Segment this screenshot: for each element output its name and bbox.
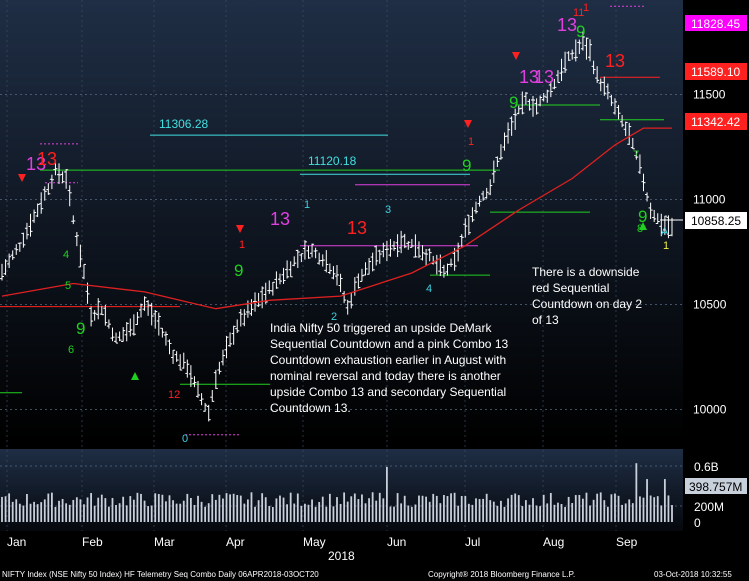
moving-average-line: [1, 127, 672, 310]
count-label: 13: [605, 51, 625, 71]
price-label-11828: 11828.45: [691, 17, 740, 31]
count-label: 9: [509, 93, 518, 112]
demark-count-labels: 131313131313131399999981111234456701112A…: [18, 2, 669, 445]
signal-arrow-icon: [18, 174, 26, 182]
volume-tick-06b: 0.6B: [694, 460, 719, 474]
volume-tick-0: 0: [694, 516, 701, 530]
count-label: 0: [182, 433, 188, 445]
count-label: 1: [304, 199, 310, 211]
price-panel-background: [0, 0, 683, 441]
count-label: 11: [573, 7, 584, 19]
price-label-box-4: [685, 212, 747, 229]
count-label: 9: [234, 261, 243, 280]
price-bars: [0, 32, 674, 422]
x-tick-label: May: [303, 535, 326, 549]
count-label: 4: [63, 249, 69, 261]
price-label-11589: 11589.10: [691, 65, 740, 79]
count-label: 1: [468, 136, 474, 148]
price-label-11342: 11342.42: [691, 115, 740, 129]
count-label: 13: [534, 67, 554, 87]
count-label: 13: [270, 209, 290, 229]
count-label: 6: [68, 344, 74, 356]
volume-bars: [1, 463, 673, 522]
y-tick-label: 11500: [693, 88, 726, 102]
gridlines: [0, 0, 683, 531]
count-label: 5: [65, 280, 71, 292]
count-label: 1: [239, 239, 245, 251]
x-axis-year-label: 2018: [328, 549, 355, 563]
volume-tick-200m: 200M: [694, 500, 724, 514]
count-label: 3: [385, 204, 391, 216]
y-tick-label: 10000: [693, 403, 727, 417]
count-label: 13: [557, 15, 577, 35]
count-label: 9: [638, 207, 647, 226]
x-tick-label: Feb: [82, 535, 103, 549]
signal-arrow-icon: [639, 222, 647, 230]
right-axis-background: [683, 0, 749, 531]
footer-center: Copyright® 2018 Bloomberg Finance L.P.: [428, 570, 575, 579]
count-label: 9: [76, 319, 85, 338]
footer-left: NIFTY Index (NSE Nifty 50 Index) HF Tele…: [2, 570, 319, 579]
signal-arrow-icon: [512, 52, 520, 60]
x-tick-label: Jul: [465, 535, 480, 549]
price-label-box-2: [685, 63, 747, 80]
count-label: 9: [576, 22, 585, 41]
count-label: 1: [583, 2, 589, 14]
volume-gridlines: [0, 465, 683, 507]
count-label: 9: [462, 156, 471, 175]
count-label: 13: [347, 218, 367, 238]
volume-current-label: 398.757M: [689, 480, 742, 494]
count-label: 13: [37, 149, 57, 169]
price-label-box-1: [685, 15, 747, 31]
count-label: 13: [26, 154, 46, 174]
price-label-box-3: [685, 113, 747, 130]
signal-arrow-icon: [236, 225, 244, 233]
x-tick-label: Jun: [387, 535, 406, 549]
count-label: 12: [168, 389, 180, 401]
x-tick-label: Mar: [154, 535, 175, 549]
level-lines: [0, 5, 664, 436]
count-label: 1: [663, 240, 669, 252]
signal-arrow-icon: [131, 372, 139, 380]
x-tick-label: Jan: [7, 535, 26, 549]
count-label: 4: [426, 283, 432, 295]
count-label: 7: [633, 149, 639, 161]
count-label: 13: [519, 67, 539, 87]
y-tick-label: 10500: [693, 298, 727, 312]
annotation-left: India Nifty 50 triggered an upside DeMar…: [270, 321, 512, 415]
count-label: 2: [331, 311, 337, 323]
x-tick-label: Apr: [226, 535, 245, 549]
price-label-10858: 10858.25: [691, 214, 741, 228]
annotation-right: There is a downside red Sequential Count…: [532, 265, 645, 327]
level-label-11120: 11120.18: [308, 154, 357, 168]
x-tick-label: Aug: [543, 535, 564, 549]
y-tick-label: 11000: [693, 193, 726, 207]
x-tick-label: Sep: [616, 535, 638, 549]
level-label-11306: 11306.28: [159, 117, 208, 131]
count-label: A: [661, 226, 669, 238]
signal-arrow-icon: [464, 120, 472, 128]
volume-current-box: [685, 478, 747, 494]
footer-right: 03-Oct-2018 10:32:55: [654, 570, 732, 579]
